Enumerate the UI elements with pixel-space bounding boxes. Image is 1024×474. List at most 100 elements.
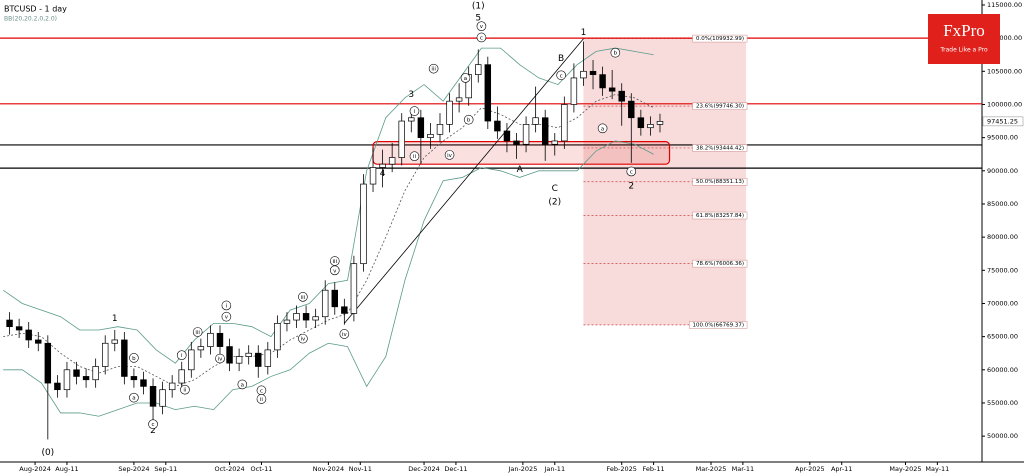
- candle-body: [73, 369, 80, 377]
- wave-label: a: [241, 382, 244, 388]
- x-tick-label: Apr-2025: [795, 465, 825, 473]
- wave-label: C: [552, 184, 558, 194]
- candle-body: [656, 121, 664, 125]
- wave-label: (1): [472, 2, 485, 12]
- wave-label-circle: [610, 47, 621, 58]
- candle-body: [197, 346, 205, 351]
- fib-label: 38.2%(93444.42): [696, 145, 744, 151]
- layer-top: [6, 34, 748, 440]
- candle-body: [608, 87, 616, 92]
- y-tick-label: 90000.00: [987, 167, 1018, 175]
- fib-label-box: [689, 321, 748, 329]
- y-tick-label: 65000.00: [987, 333, 1018, 341]
- wave-label: (0): [41, 448, 54, 458]
- wave-label-circle: [129, 392, 139, 403]
- wave-label: v: [225, 315, 229, 321]
- wave-label-circle: [180, 384, 190, 395]
- wave-label: a: [601, 126, 604, 132]
- wave-label-circle: [298, 292, 308, 302]
- logo-name: FxPro: [943, 21, 985, 40]
- fib-label: 23.6%(99746.30): [696, 104, 744, 110]
- layer-txt: 50000.00 55000.00 60000.00 65000.00 70000.00…: [19, 1, 1024, 473]
- wave-label-circle: [428, 63, 439, 74]
- wave-label: iii: [195, 330, 200, 336]
- wave-label: iv: [342, 332, 348, 338]
- fib-label: 0.0%(109932.99): [696, 36, 744, 42]
- candle-body: [331, 289, 338, 308]
- bollinger-lower: [3, 140, 654, 417]
- y-tick-label: 110000.00: [987, 34, 1022, 42]
- wave-label-circle: [556, 70, 566, 81]
- bollinger-middle: [3, 94, 654, 387]
- last-price-label: 97451.25: [987, 117, 1018, 125]
- wave-label: iv: [447, 153, 453, 159]
- wave-label: c: [560, 73, 563, 79]
- x-tick-label: Nov-11: [349, 465, 372, 473]
- x-tick-label: Dec-2024: [408, 465, 439, 473]
- candle-body: [312, 316, 319, 321]
- candle-body: [130, 376, 138, 381]
- y-tick-label: 55000.00: [987, 399, 1018, 407]
- wave-label: v: [333, 268, 337, 274]
- wave-label: iv: [300, 337, 306, 343]
- fib-label-box: [692, 211, 748, 220]
- x-tick-label: Mar-2025: [696, 465, 727, 473]
- fib-label-box: [692, 102, 748, 110]
- candle-body: [475, 64, 482, 75]
- candle-body: [6, 319, 13, 328]
- candle-body: [188, 349, 195, 371]
- candle-body: [226, 346, 233, 364]
- wave-label: ii: [260, 397, 264, 403]
- wave-label: iii: [332, 259, 337, 265]
- candle-body: [484, 64, 492, 122]
- wave-label: A: [517, 165, 524, 175]
- candle-body: [455, 97, 463, 102]
- wave-label-circle: [476, 21, 487, 32]
- fib-label: 61.8%(83257.84): [696, 213, 744, 219]
- candle-body: [207, 332, 214, 347]
- y-tick-label: 115000.00: [987, 1, 1022, 9]
- candle-body: [446, 100, 453, 125]
- candle-body: [599, 74, 606, 89]
- candle-body: [417, 117, 425, 138]
- x-tick-label: Aug-11: [55, 465, 78, 473]
- candle-body: [216, 332, 224, 347]
- wave-label: 3: [408, 90, 414, 100]
- wave-label: 2: [628, 181, 634, 191]
- trendline: [344, 38, 584, 324]
- wave-label-circle: [129, 353, 139, 363]
- candle-body: [341, 306, 348, 314]
- wave-label-circle: [597, 123, 608, 134]
- fib-label: 100.0%(66769.37): [693, 322, 745, 328]
- candle-body: [63, 369, 71, 391]
- candle-body: [283, 319, 291, 324]
- candle-body: [647, 124, 654, 129]
- wave-label-circle: [192, 327, 203, 337]
- wave-label: a: [464, 76, 467, 82]
- wave-label: 5: [475, 14, 481, 24]
- candle-body: [274, 323, 281, 351]
- x-tick-label: Aug-2024: [19, 465, 51, 473]
- wave-label: b: [614, 51, 618, 57]
- x-tick-label: Oct-11: [251, 465, 273, 473]
- chart-title: BTCUSD - 1 day: [4, 5, 67, 14]
- candle-body: [503, 130, 511, 142]
- wave-label: 1: [112, 314, 118, 324]
- candle-body: [618, 90, 625, 102]
- y-tick-label: 80000.00: [987, 233, 1018, 241]
- fib-label-box: [692, 144, 748, 152]
- y-tick-label: 50000.00: [987, 432, 1018, 440]
- candle-body: [580, 70, 587, 79]
- candle-body: [54, 382, 61, 391]
- wave-label: iii: [431, 67, 436, 73]
- wave-label: (2): [548, 197, 561, 207]
- candle-body: [427, 133, 434, 138]
- wave-label: 4: [380, 169, 386, 179]
- candle-body: [121, 339, 128, 377]
- candle-body: [494, 120, 501, 132]
- candle-body: [398, 120, 405, 158]
- chart-subtitle: BB(20,20.2,0,2.0): [4, 16, 57, 23]
- candle-body: [101, 342, 109, 367]
